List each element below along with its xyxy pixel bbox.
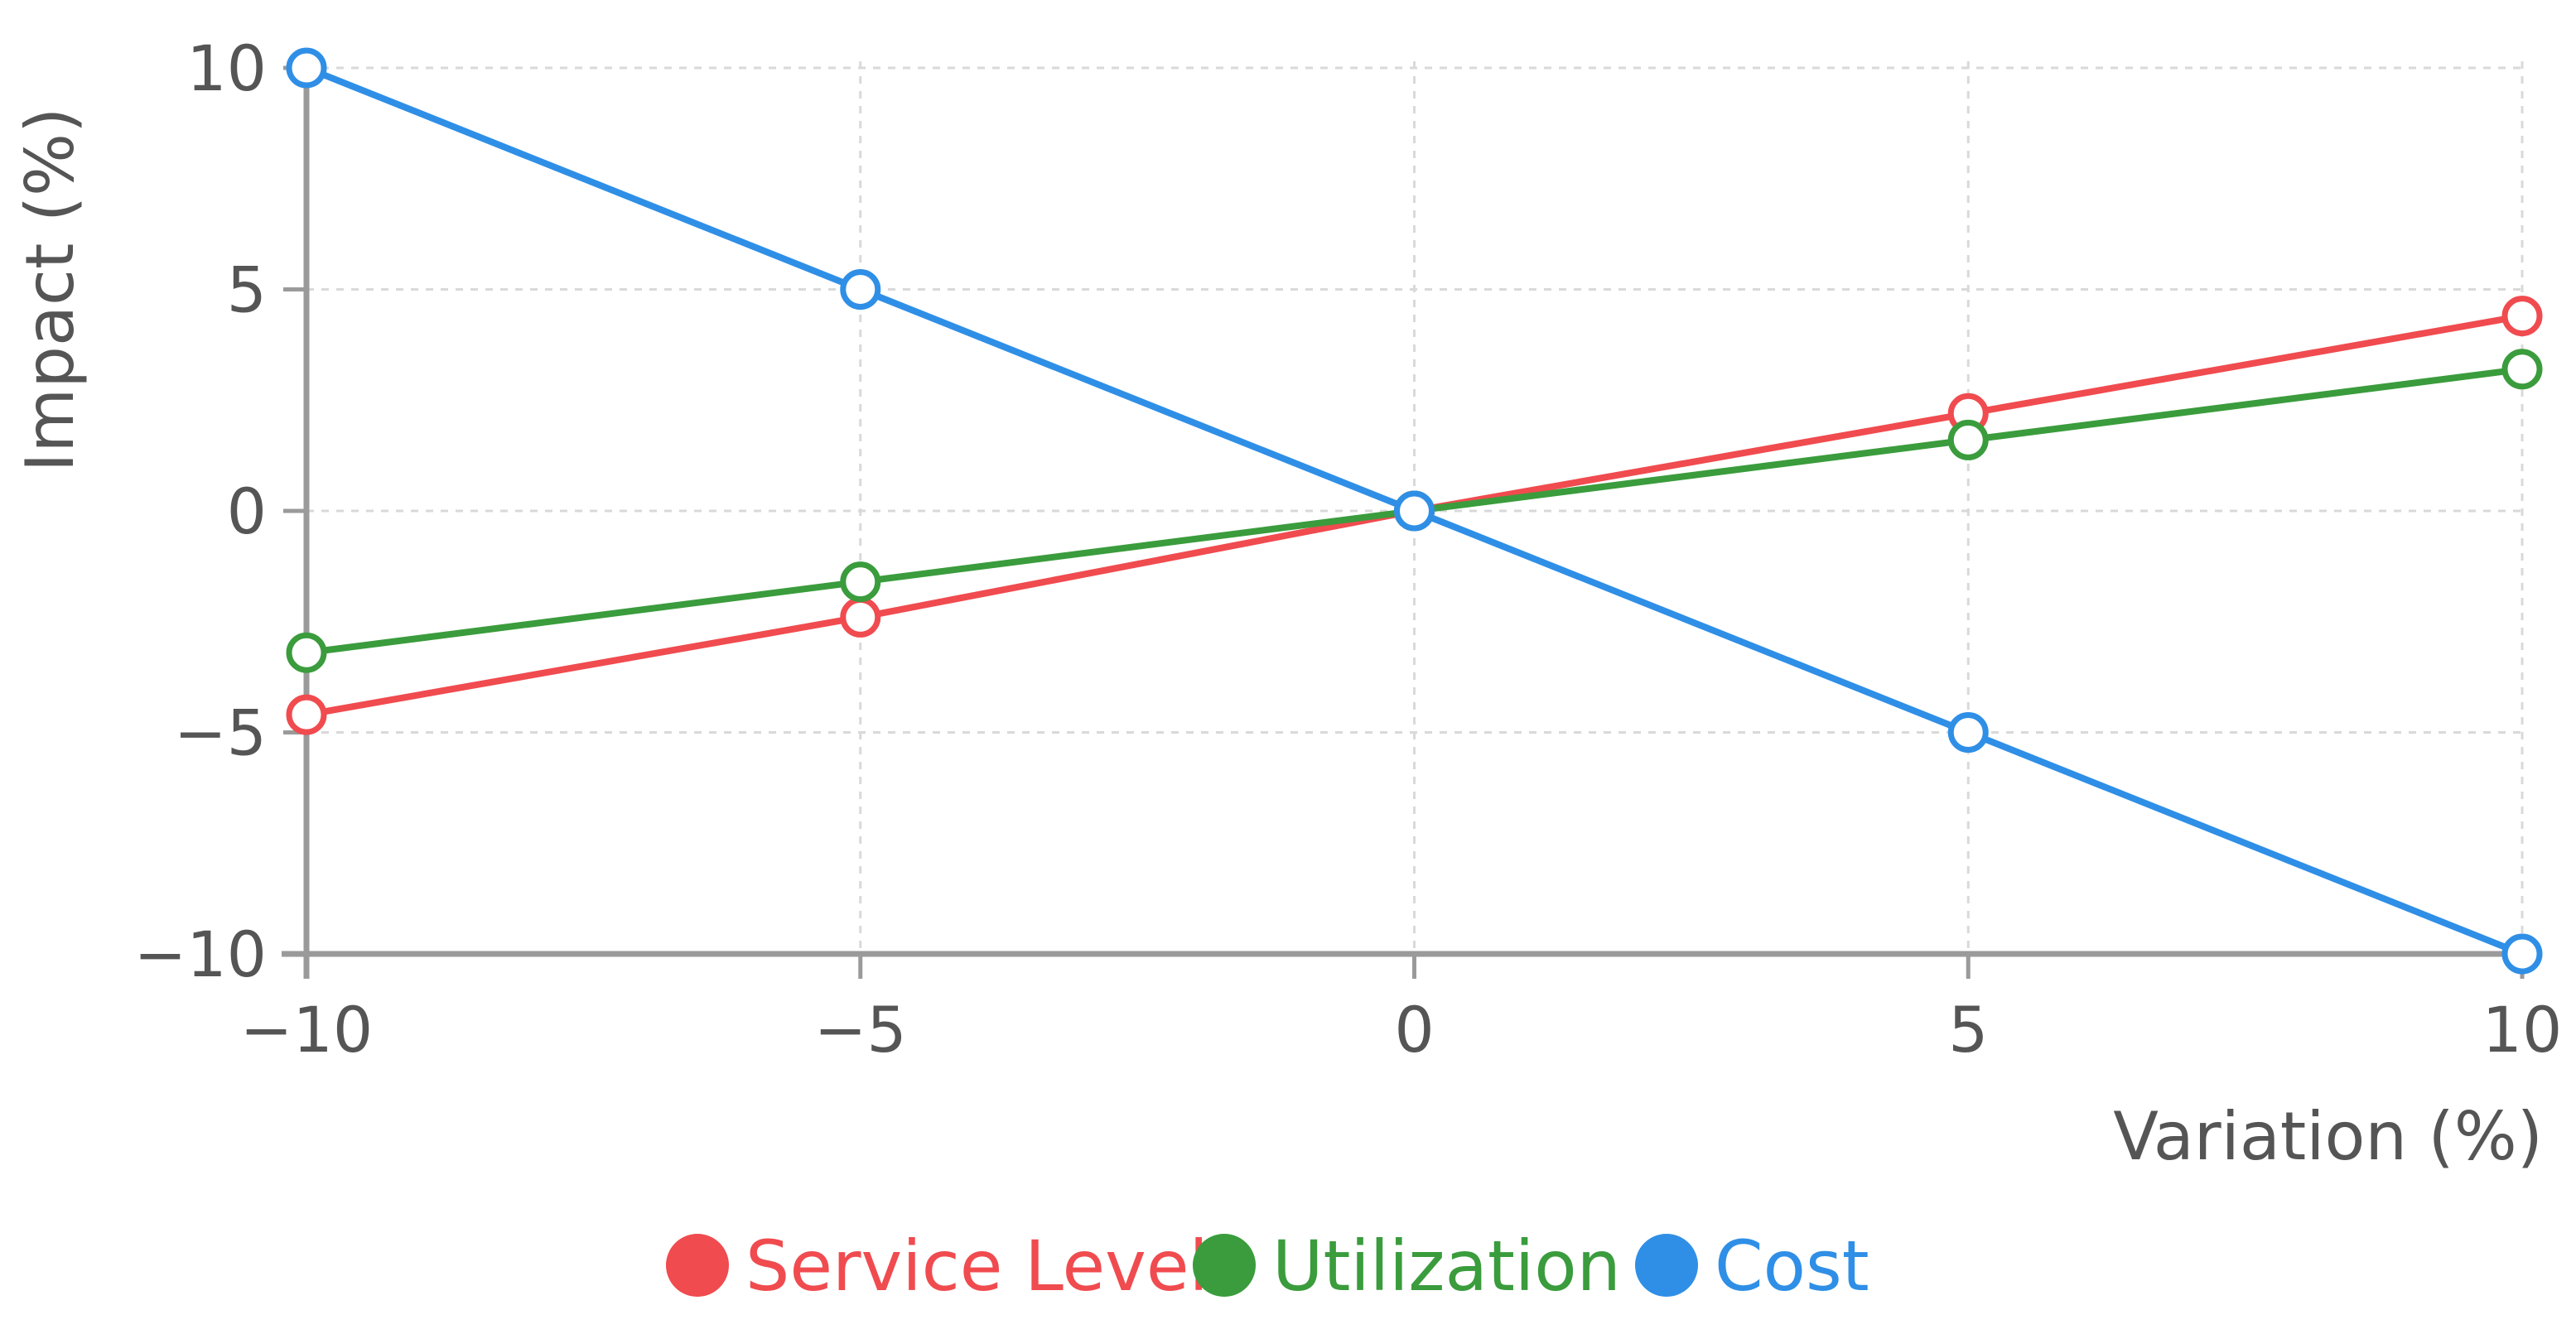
x-tick-label: 10 [2482,993,2563,1067]
legend-item-utilization: Utilization [1193,1226,1621,1307]
legend-label-cost: Cost [1715,1226,1869,1307]
data-point-service-level [286,694,327,735]
legend-item-service-level: Service Level [666,1226,1208,1307]
data-point-service-level [840,596,881,638]
tick-labels: 10 5 0 −5 −10−10 −5 0 5 10 [134,31,2563,1067]
x-axis-title: Variation (%) [2113,1098,2543,1175]
data-point-utilization [286,632,327,673]
data-point-cost [2501,933,2543,975]
legend-label-service-level: Service Level [745,1226,1208,1307]
legend-item-cost: Cost [1635,1226,1869,1307]
y-tick-label: −5 [174,696,267,770]
legend-marker-cost [1635,1234,1698,1297]
y-tick-label: −10 [134,917,267,991]
x-tick-label: 5 [1948,993,1988,1067]
legend-label-utilization: Utilization [1272,1226,1621,1307]
data-point-utilization [840,561,881,603]
legend: Service Level Utilization Cost [666,1226,1869,1307]
series [286,47,2543,975]
data-point-cost [840,269,881,310]
y-tick-label: 0 [227,474,267,548]
x-tick-label: 0 [1394,993,1434,1067]
y-tick-label: 5 [227,253,267,327]
data-point-utilization [1947,419,1989,460]
y-tick-label: 10 [186,31,267,105]
data-point-service-level [2501,296,2543,337]
legend-marker-service-level [666,1234,729,1297]
data-point-utilization [2501,349,2543,390]
data-point-cost [286,47,327,89]
x-tick-label: −10 [240,993,373,1067]
data-point-cost [1947,712,1989,753]
x-tick-label: −5 [814,993,907,1067]
data-point-cost [1394,490,1435,532]
legend-marker-utilization [1193,1234,1256,1297]
y-axis-title: Impact (%) [12,108,89,473]
